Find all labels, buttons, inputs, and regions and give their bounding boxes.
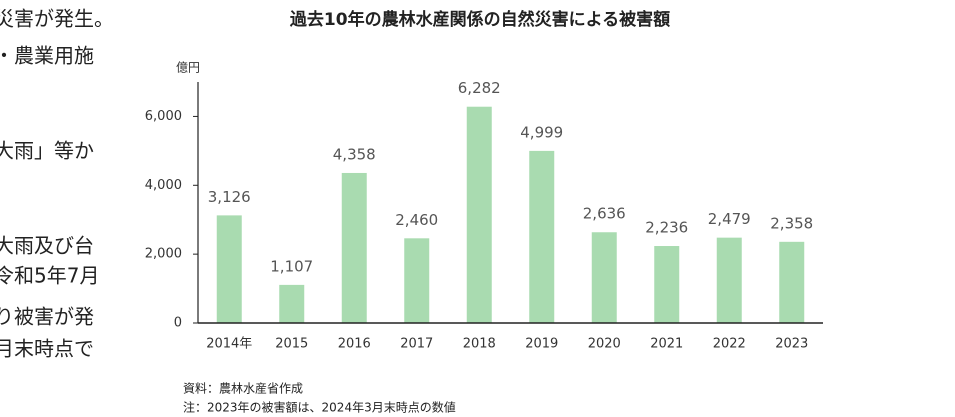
- value-label: 2,236: [645, 219, 688, 237]
- side-text: ・農業用施: [0, 44, 94, 68]
- value-label: 2,460: [395, 211, 438, 229]
- x-tick-label: 2016: [338, 337, 371, 352]
- x-tick-label: 2019: [525, 337, 558, 352]
- y-tick-label: 0: [174, 316, 182, 331]
- value-label: 4,358: [333, 145, 376, 163]
- bar: [279, 284, 305, 323]
- value-label: 2,358: [770, 214, 813, 232]
- y-tick-label: 2,000: [145, 247, 182, 262]
- x-tick-label: 2017: [400, 337, 433, 352]
- x-tick-label: 2022: [713, 337, 746, 352]
- side-text: 月末時点で: [0, 337, 94, 361]
- value-label: 1,107: [270, 257, 313, 275]
- bar: [591, 232, 617, 323]
- bar: [466, 106, 492, 323]
- side-text: 災害が発生。: [0, 7, 114, 31]
- bar: [779, 241, 805, 323]
- side-text: 大雨及び台: [0, 234, 94, 258]
- x-tick-label: 2021: [650, 337, 683, 352]
- x-tick-label: 2015: [275, 337, 308, 352]
- y-tick-label: 4,000: [145, 178, 182, 193]
- x-tick-label: 2020: [588, 337, 621, 352]
- value-label: 3,126: [208, 188, 251, 206]
- value-label: 2,479: [708, 210, 751, 228]
- bar: [716, 237, 742, 323]
- bar: [529, 150, 555, 323]
- bar: [404, 238, 430, 323]
- x-tick-label: 2014年: [206, 337, 252, 352]
- x-tick-label: 2018: [463, 337, 496, 352]
- side-text: り被害が発: [0, 305, 94, 329]
- value-label: 2,636: [583, 205, 626, 223]
- unit-label: 億円: [176, 61, 200, 75]
- value-label: 6,282: [458, 79, 501, 97]
- footnote: 注：2023年の被害額は、2024年3月末時点の数値: [183, 400, 456, 415]
- bar: [654, 246, 680, 323]
- side-text: 大雨」等か: [0, 139, 94, 163]
- bar: [216, 215, 242, 323]
- source-note: 資料：農林水産省作成: [183, 381, 303, 396]
- y-tick-label: 6,000: [145, 109, 182, 124]
- value-label: 4,999: [520, 123, 563, 141]
- chart-title: 過去10年の農林水産関係の自然災害による被害額: [290, 9, 670, 30]
- x-tick-label: 2023: [775, 337, 808, 352]
- bar: [341, 172, 367, 323]
- side-text: 令和5年7月: [0, 264, 99, 288]
